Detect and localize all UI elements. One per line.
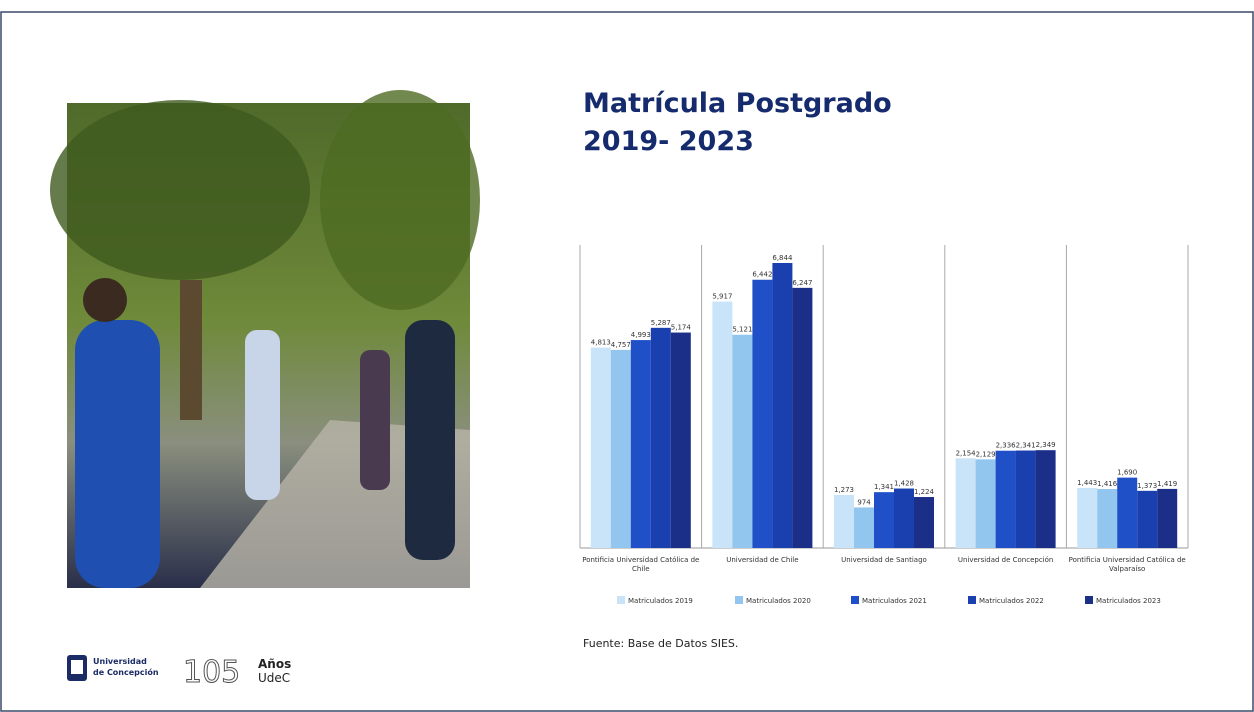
legend-swatch — [1085, 596, 1093, 604]
bar — [1137, 490, 1158, 548]
value-label: 1,273 — [834, 486, 854, 494]
legend-swatch — [735, 596, 743, 604]
value-label: 4,993 — [631, 331, 651, 339]
bar — [1097, 489, 1118, 548]
bar — [752, 279, 773, 548]
legend-swatch — [617, 596, 625, 604]
bar — [914, 497, 934, 548]
bar — [834, 494, 854, 548]
x-tick-label: Pontificia Universidad Católica de Chile — [582, 556, 700, 573]
bar — [670, 332, 691, 548]
value-label: 1,224 — [914, 488, 935, 496]
x-tick-label-box: Universidad de Concepción — [957, 556, 1054, 564]
x-tick-label-box: Pontificia Universidad Católica de Valpa… — [1068, 556, 1186, 573]
title-line: 2019- 2023 — [583, 126, 754, 157]
logo-text: de Concepción — [93, 667, 159, 677]
bar — [854, 507, 874, 548]
value-label: 1,443 — [1077, 479, 1097, 487]
logo-udec — [67, 655, 87, 681]
value-label: 5,917 — [712, 293, 732, 301]
value-label: 1,416 — [1097, 480, 1118, 488]
bar — [610, 349, 631, 548]
bar — [630, 340, 651, 548]
value-label: 1,419 — [1157, 480, 1177, 488]
legend-swatch — [851, 596, 859, 604]
legend-label: Matriculados 2021 — [862, 597, 927, 605]
bar — [1117, 477, 1138, 548]
value-label: 1,428 — [894, 480, 914, 488]
value-label: 5,174 — [671, 324, 692, 332]
bar — [975, 459, 996, 548]
value-label: 2,349 — [1036, 441, 1056, 449]
bar — [1035, 450, 1056, 548]
bar — [712, 301, 733, 548]
value-label: 1,690 — [1117, 469, 1137, 477]
value-label: 2,154 — [956, 449, 977, 457]
value-label: 6,442 — [752, 271, 772, 279]
logo-text: UdeC — [258, 671, 290, 685]
logo-text: Universidad — [93, 657, 147, 666]
title-line: Matrícula Postgrado — [583, 88, 892, 119]
bar — [1157, 488, 1178, 548]
bar — [732, 334, 753, 548]
logo-number: 105 — [183, 655, 240, 690]
slide-border — [0, 11, 1254, 712]
x-tick-label: Universidad de Santiago — [841, 556, 927, 564]
bar — [590, 347, 611, 548]
x-tick-label: Universidad de Chile — [726, 556, 799, 564]
bar — [995, 450, 1016, 548]
x-tick-label-box: Pontificia Universidad Católica de Chile — [582, 556, 700, 573]
value-label: 1,373 — [1137, 482, 1157, 490]
x-tick-label-box: Universidad de Santiago — [841, 556, 927, 564]
bar — [894, 488, 914, 548]
value-label: 1,341 — [874, 483, 894, 491]
value-label: 2,341 — [1016, 442, 1036, 450]
bar — [650, 327, 671, 548]
bar — [792, 287, 813, 548]
logo-text: Años — [258, 657, 291, 671]
legend-label: Matriculados 2019 — [628, 597, 693, 605]
bar — [1015, 450, 1036, 548]
x-tick-label: Universidad de Concepción — [957, 556, 1054, 564]
source: Fuente: Base de Datos SIES. — [583, 637, 738, 650]
x-tick-label-box: Universidad de Chile — [726, 556, 799, 564]
value-label: 2,129 — [976, 450, 996, 458]
value-label: 974 — [857, 498, 871, 506]
x-tick-label: Pontificia Universidad Católica de Valpa… — [1068, 556, 1186, 573]
legend-label: Matriculados 2023 — [1096, 597, 1161, 605]
bar — [772, 263, 793, 548]
bar — [1077, 487, 1098, 548]
legend-swatch — [968, 596, 976, 604]
value-label: 2,336 — [996, 442, 1017, 450]
value-label: 4,813 — [591, 339, 611, 347]
legend-label: Matriculados 2020 — [746, 597, 811, 605]
value-label: 5,287 — [651, 319, 671, 327]
value-label: 6,844 — [772, 254, 793, 262]
bar — [955, 458, 976, 548]
value-label: 6,247 — [792, 279, 812, 287]
value-label: 5,121 — [732, 326, 752, 334]
legend-label: Matriculados 2022 — [979, 597, 1044, 605]
photo — [50, 90, 480, 588]
bar — [874, 492, 894, 548]
value-label: 4,757 — [611, 341, 631, 349]
